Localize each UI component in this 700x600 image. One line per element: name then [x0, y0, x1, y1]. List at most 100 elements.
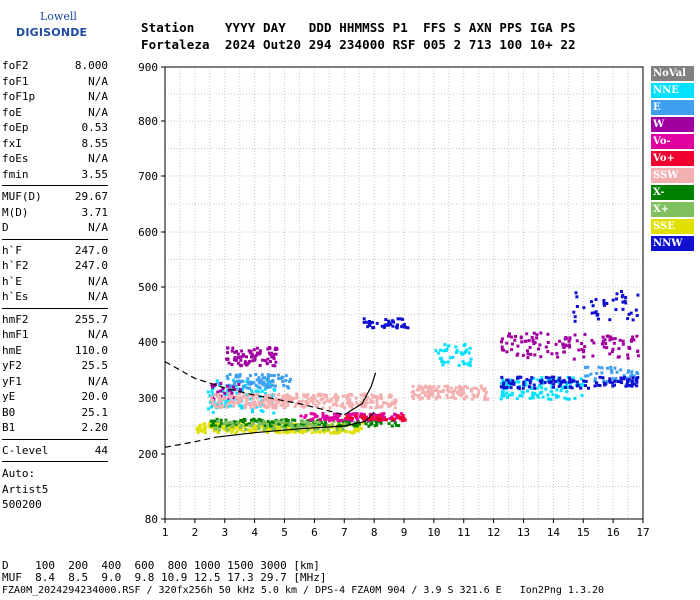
- echo-point-ssw: [483, 387, 487, 391]
- param-row-hmf1: hmF1 N/A: [2, 327, 108, 343]
- echo-point-nne: [224, 401, 228, 405]
- echo-point-ssw: [289, 395, 293, 399]
- echo-point-vo: [346, 418, 350, 422]
- echo-point-nnw: [366, 325, 370, 329]
- echo-point-ssw: [382, 401, 385, 405]
- echo-point-e: [593, 379, 597, 383]
- echo-point-w: [273, 364, 277, 368]
- echo-point-w: [268, 360, 272, 363]
- echo-point-ssw: [472, 386, 476, 390]
- echo-point-x: [305, 420, 309, 424]
- echo-point-nne: [510, 391, 514, 395]
- echo-point-ssw: [354, 396, 358, 400]
- echo-point-nnw: [615, 297, 618, 301]
- echo-point-nnw: [499, 385, 503, 389]
- echo-point-ssw: [454, 397, 458, 401]
- echo-point-w: [240, 349, 244, 353]
- echo-point-w: [604, 342, 608, 345]
- echo-point-nnw: [572, 310, 576, 314]
- echo-point-vo: [381, 413, 385, 417]
- echo-point-x: [257, 425, 260, 429]
- echo-point-e: [282, 383, 286, 387]
- echo-point-e: [246, 377, 250, 381]
- echo-point-nne: [515, 380, 519, 384]
- echo-point-ssw: [315, 399, 319, 403]
- echo-point-nne: [443, 360, 447, 364]
- params-group-profile: hmF2 255.7 hmF1 N/A hmE 110.0 yF2 25.5 yF1 N/A yE 2…: [2, 312, 108, 436]
- echo-point-nne: [554, 393, 558, 397]
- echo-point-e: [266, 373, 270, 377]
- echo-point-nnw: [362, 317, 366, 321]
- file-info-footer: FZA0M_2024294234000.RSF / 320fx256h 50 k…: [2, 585, 605, 596]
- echo-point-e: [228, 373, 232, 376]
- echo-point-nne: [244, 393, 248, 397]
- echo-point-w: [241, 353, 245, 357]
- echo-point-x: [310, 424, 314, 427]
- echo-point-nnw: [624, 296, 628, 299]
- echo-point-w: [258, 364, 262, 367]
- echo-point-w: [271, 355, 275, 359]
- echo-point-w: [603, 338, 607, 342]
- echo-point-x: [316, 418, 320, 422]
- echo-point-x: [322, 427, 326, 431]
- echo-point-nnw: [590, 311, 594, 315]
- echo-point-ssw: [451, 392, 455, 396]
- echo-point-ssw: [312, 393, 316, 397]
- echo-point-ssw: [351, 403, 355, 407]
- echo-point-w: [526, 349, 529, 353]
- echo-point-nne: [465, 348, 469, 352]
- echo-point-nne: [261, 410, 265, 413]
- echo-point-sse: [203, 424, 206, 428]
- echo-point-x: [353, 424, 357, 428]
- echo-point-x: [270, 424, 274, 428]
- echo-point-ssw: [469, 389, 473, 393]
- echo-point-nne: [566, 381, 570, 385]
- echo-point-w: [601, 339, 605, 343]
- echo-point-vo: [315, 414, 319, 418]
- echo-point-ssw: [346, 395, 350, 399]
- echo-point-nne: [469, 357, 473, 361]
- echo-point-x: [327, 424, 331, 428]
- echo-point-nnw: [530, 376, 534, 380]
- echo-point-ssw: [252, 403, 256, 407]
- echo-point-ssw: [420, 396, 424, 400]
- echo-point-nne: [581, 383, 585, 387]
- echo-point-x: [226, 428, 230, 432]
- echo-point-vo: [336, 416, 340, 420]
- echo-point-ssw: [220, 397, 224, 401]
- echo-point-x: [335, 428, 339, 432]
- echo-point-ssw: [252, 400, 255, 404]
- echo-point-e: [234, 373, 238, 377]
- echo-point-nne: [549, 397, 553, 401]
- echo-point-w: [250, 352, 254, 356]
- echo-point-w: [253, 358, 257, 362]
- echo-point-vo: [352, 412, 356, 416]
- legend: NoVal NNE E W Vo- Vo+ SSW X- X+ SSE NNW: [651, 66, 694, 253]
- echo-point-vo: [403, 418, 407, 422]
- echo-point-nne: [528, 396, 532, 400]
- echo-point-ssw: [366, 395, 370, 399]
- echo-point-ssw: [389, 403, 393, 407]
- echo-point-ssw: [428, 386, 432, 390]
- echo-point-nne: [524, 382, 528, 386]
- echo-point-nnw: [627, 384, 630, 388]
- echo-point-x: [211, 423, 215, 427]
- echo-point-ssw: [271, 398, 275, 402]
- echo-point-nnw: [579, 386, 583, 390]
- echo-point-ssw: [350, 406, 354, 410]
- echo-point-nne: [243, 384, 247, 387]
- echo-point-e: [266, 377, 269, 381]
- echo-point-ssw: [459, 390, 462, 393]
- param-row-hes: h`Es N/A: [2, 289, 108, 305]
- echo-point-nnw: [533, 386, 537, 390]
- echo-point-ssw: [466, 386, 469, 390]
- echo-point-ssw: [363, 392, 367, 396]
- echo-point-nne: [573, 396, 577, 400]
- echo-point-nne: [223, 405, 227, 409]
- echo-point-ssw: [295, 396, 299, 400]
- echo-point-sse: [277, 426, 281, 430]
- echo-point-w: [580, 342, 584, 345]
- echo-point-ssw: [248, 402, 252, 406]
- echo-point-e: [600, 371, 604, 375]
- echo-point-w: [223, 391, 227, 395]
